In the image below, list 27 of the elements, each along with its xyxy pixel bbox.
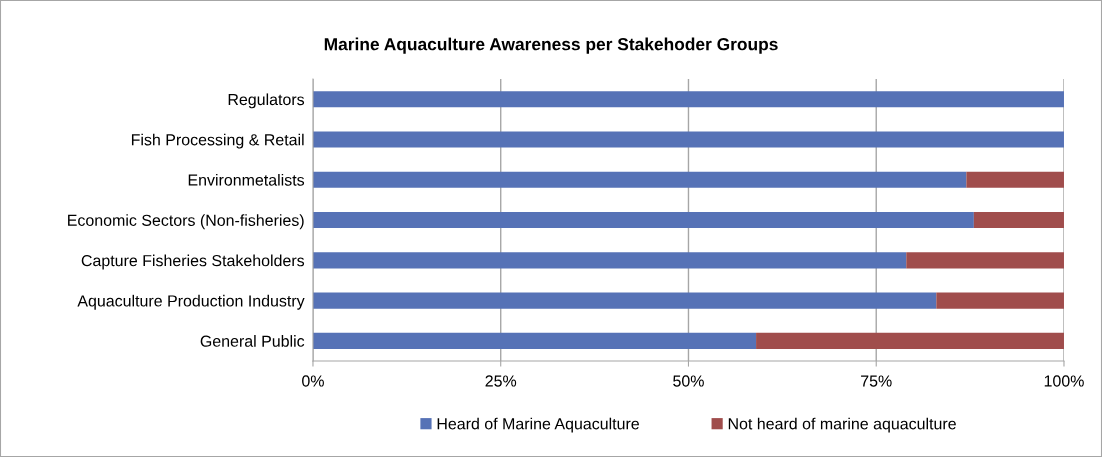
y-tick-label: Capture Fisheries Stakeholders bbox=[81, 254, 305, 270]
bar bbox=[973, 211, 1064, 229]
bar bbox=[312, 252, 907, 269]
legend-label: Heard of Marine Aquaculture bbox=[437, 417, 639, 433]
bar bbox=[312, 131, 1064, 148]
y-tick-label: Environmetalists bbox=[188, 173, 305, 186]
bar bbox=[312, 211, 974, 229]
legend-label: Not heard of marine aquaculture bbox=[728, 417, 956, 433]
y-tick-label: Aquaculture Production Industry bbox=[77, 294, 305, 310]
bar bbox=[312, 171, 967, 188]
chart-title: Marine Aquaculture Awareness per Stakehoder Groups bbox=[324, 37, 778, 54]
bar bbox=[756, 332, 1064, 349]
bar bbox=[966, 171, 1064, 188]
y-tick-label: General Public bbox=[200, 335, 305, 347]
y-tick-label: Regulators bbox=[228, 93, 305, 109]
bar bbox=[312, 91, 1064, 108]
x-tick-label: 50% bbox=[673, 375, 704, 387]
y-tick-label: Economic Sectors (Non-fisheries) bbox=[68, 214, 304, 230]
bar bbox=[906, 252, 1064, 269]
x-tick-label: 25% bbox=[485, 375, 517, 387]
x-tick-label: 100% bbox=[1044, 375, 1084, 387]
bar bbox=[936, 292, 1064, 309]
y-tick-label: Fish Processing & Retail bbox=[131, 133, 304, 149]
bar bbox=[312, 332, 757, 349]
x-tick-label: 75% bbox=[861, 375, 892, 387]
x-tick-label: 0% bbox=[302, 375, 324, 387]
bar bbox=[312, 292, 937, 309]
